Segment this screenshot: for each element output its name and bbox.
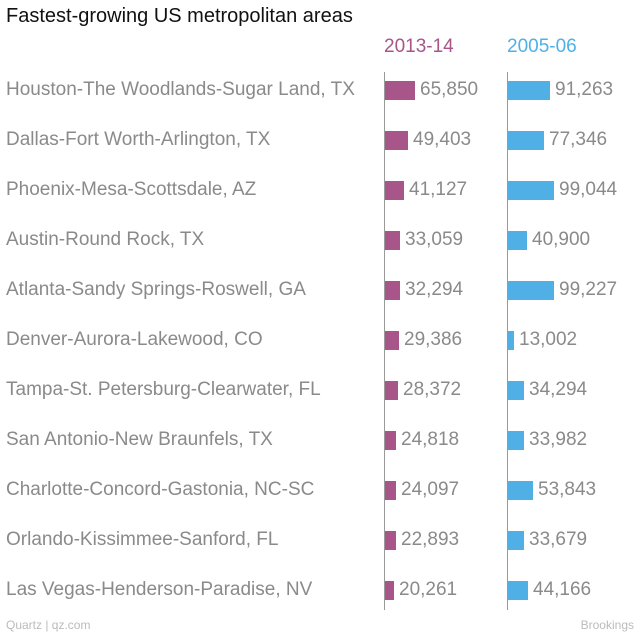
bar-2005-06 <box>508 81 550 100</box>
value-label-2005-06: 33,982 <box>529 429 588 450</box>
value-label-2013-14: 49,403 <box>413 129 472 150</box>
value-label-2013-14: 32,294 <box>405 279 464 300</box>
value-label-2005-06: 91,263 <box>555 79 614 100</box>
bar-2005-06 <box>508 281 554 300</box>
category-label: Dallas-Fort Worth-Arlington, TX <box>6 129 271 150</box>
bar-2005-06 <box>508 131 544 150</box>
bar-2005-06 <box>508 581 528 600</box>
value-label-2013-14: 24,818 <box>401 429 460 450</box>
footer-source-left: Quartz | qz.com <box>6 618 91 632</box>
value-label-2005-06: 99,044 <box>559 179 618 200</box>
value-label-2005-06: 44,166 <box>533 579 592 600</box>
bar-2013-14 <box>385 131 408 150</box>
category-label: Orlando-Kissimmee-Sanford, FL <box>6 529 279 550</box>
series-header-2005-06: 2005-06 <box>507 36 577 57</box>
bar-2013-14 <box>385 381 398 400</box>
value-label-2005-06: 34,294 <box>529 379 588 400</box>
bar-2005-06 <box>508 531 524 550</box>
category-label: Houston-The Woodlands-Sugar Land, TX <box>6 79 355 100</box>
axis-line-2005-06 <box>507 72 508 610</box>
bar-2013-14 <box>385 81 415 100</box>
footer-source-right: Brookings <box>580 618 634 632</box>
category-label: Denver-Aurora-Lakewood, CO <box>6 329 263 350</box>
bar-2013-14 <box>385 231 400 250</box>
bar-2013-14 <box>385 281 400 300</box>
bar-2005-06 <box>508 231 527 250</box>
value-label-2013-14: 22,893 <box>401 529 460 550</box>
bar-2005-06 <box>508 181 554 200</box>
category-label: Las Vegas-Henderson-Paradise, NV <box>6 579 313 600</box>
value-label-2013-14: 41,127 <box>409 179 468 200</box>
category-label: Austin-Round Rock, TX <box>6 229 205 250</box>
value-label-2005-06: 99,227 <box>559 279 618 300</box>
bar-2013-14 <box>385 481 396 500</box>
category-label: Atlanta-Sandy Springs-Roswell, GA <box>6 279 306 300</box>
axis-line-2013-14 <box>384 72 385 610</box>
category-label: Charlotte-Concord-Gastonia, NC-SC <box>6 479 315 500</box>
value-label-2013-14: 20,261 <box>399 579 458 600</box>
value-label-2013-14: 33,059 <box>405 229 464 250</box>
value-label-2005-06: 13,002 <box>519 329 578 350</box>
bar-2013-14 <box>385 181 404 200</box>
value-label-2005-06: 40,900 <box>532 229 591 250</box>
value-label-2005-06: 53,843 <box>538 479 597 500</box>
bar-2013-14 <box>385 431 396 450</box>
category-label: San Antonio-New Braunfels, TX <box>6 429 273 450</box>
bar-2005-06 <box>508 481 533 500</box>
value-label-2013-14: 65,850 <box>420 79 479 100</box>
bar-2005-06 <box>508 431 524 450</box>
category-label: Phoenix-Mesa-Scottsdale, AZ <box>6 179 257 200</box>
value-label-2005-06: 77,346 <box>549 129 608 150</box>
value-label-2013-14: 29,386 <box>404 329 463 350</box>
value-label-2013-14: 28,372 <box>403 379 462 400</box>
category-label: Tampa-St. Petersburg-Clearwater, FL <box>6 379 321 400</box>
value-label-2005-06: 33,679 <box>529 529 588 550</box>
value-label-2013-14: 24,097 <box>401 479 460 500</box>
chart-title: Fastest-growing US metropolitan areas <box>6 5 353 27</box>
bar-2013-14 <box>385 581 394 600</box>
bar-2005-06 <box>508 381 524 400</box>
bar-2005-06 <box>508 331 514 350</box>
bar-2013-14 <box>385 331 399 350</box>
bar-2013-14 <box>385 531 396 550</box>
series-header-2013-14: 2013-14 <box>384 36 454 57</box>
